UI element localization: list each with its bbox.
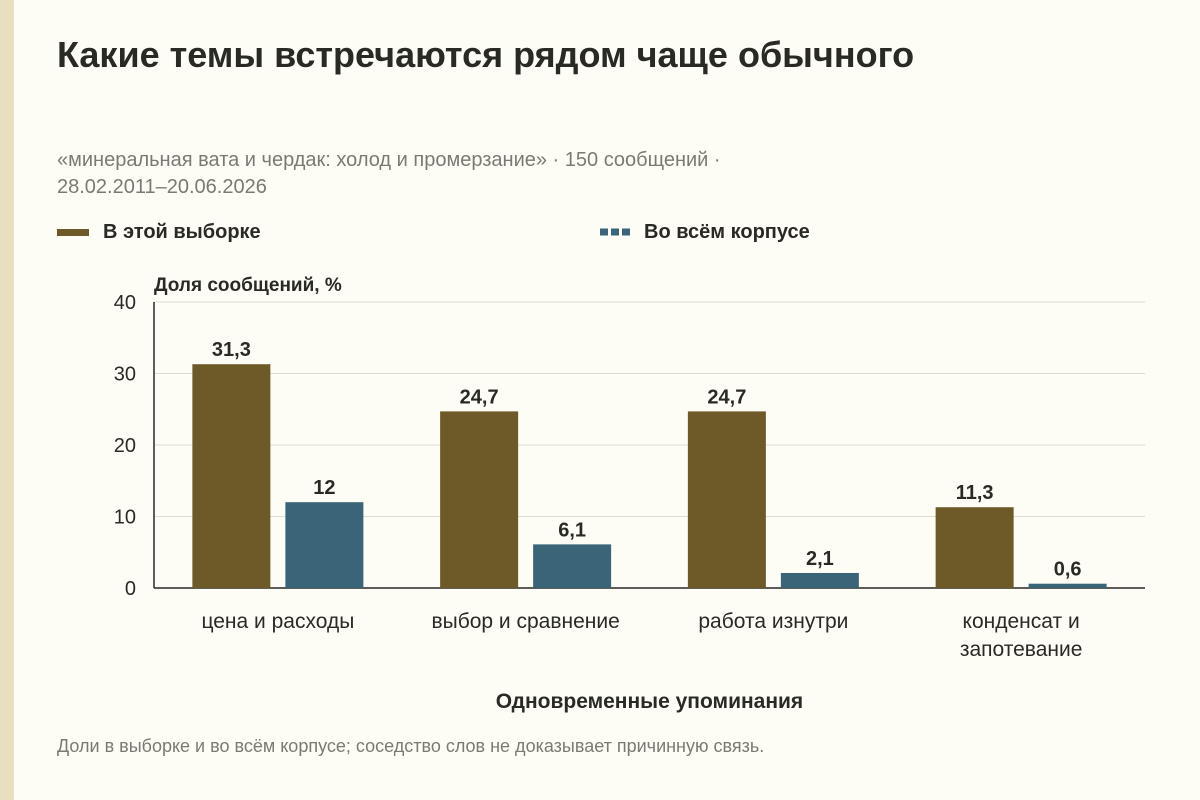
y-tick-label: 10: [114, 507, 136, 529]
subtitle-line-2: 28.02.2011–20.06.2026: [57, 176, 267, 198]
bar: [780, 572, 859, 588]
bar: [440, 411, 519, 588]
data-label: 2,1: [806, 548, 834, 570]
bar: [687, 411, 766, 588]
x-axis-title: Одновременные упоминания: [496, 690, 803, 713]
x-tick-label: цена и расходы: [201, 610, 354, 633]
bar: [192, 364, 271, 588]
x-tick-label: работа изнутри: [698, 610, 848, 633]
legend-item-sample: В этой выборке: [57, 220, 261, 244]
legend-label-sample: В этой выборке: [103, 220, 261, 243]
data-label: 0,6: [1054, 559, 1082, 581]
bar: [935, 507, 1014, 588]
bar: [1028, 583, 1107, 588]
data-label: 24,7: [707, 386, 746, 408]
chart-subtitle: «минеральная вата и чердак: холод и пром…: [57, 147, 957, 201]
y-tick-label: 0: [125, 578, 136, 600]
x-tick-label: выбор и сравнение: [431, 610, 619, 633]
data-label: 24,7: [460, 386, 499, 408]
bar: [285, 502, 364, 588]
y-tick-label: 30: [114, 364, 136, 386]
subtitle-line-1: «минеральная вата и чердак: холод и пром…: [57, 149, 721, 171]
data-label: 31,3: [212, 339, 251, 361]
data-label: 6,1: [558, 519, 586, 541]
bar: [533, 544, 612, 588]
y-axis-title: Доля сообщений, %: [154, 275, 342, 296]
data-label: 11,3: [956, 482, 994, 504]
legend-label-corpus: Во всём корпусе: [644, 220, 810, 243]
x-tick-label: запотевание: [960, 638, 1083, 661]
left-accent-strip: [0, 0, 14, 800]
footnote: Доли в выборке и во всём корпусе; соседс…: [57, 736, 765, 756]
legend-swatch-corpus: [600, 228, 630, 236]
legend-swatch-sample: [57, 228, 89, 236]
chart-title: Какие темы встречаются рядом чаще обычно…: [57, 34, 915, 75]
y-tick-label: 40: [114, 292, 136, 314]
y-tick-label: 20: [114, 435, 136, 457]
x-tick-label: конденсат и: [963, 610, 1080, 633]
legend-item-corpus: Во всём корпусе: [600, 220, 810, 244]
data-label: 12: [313, 477, 335, 499]
